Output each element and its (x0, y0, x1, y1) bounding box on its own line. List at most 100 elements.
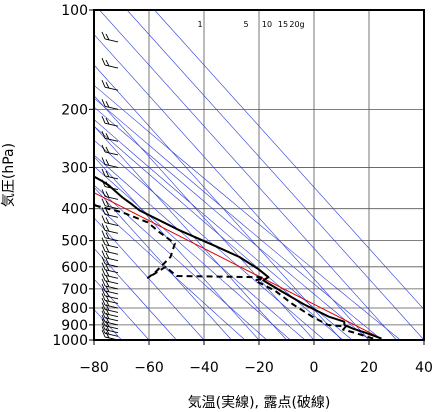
mixing-ratio-line (94, 106, 370, 340)
wind-barb (104, 280, 119, 285)
wind-barb-flag (101, 179, 106, 187)
mixing-ratio-line (94, 84, 401, 340)
mixing-ratio-label: 10 (262, 20, 272, 29)
wind-barb-flag (105, 181, 110, 188)
wind-barb-flag (101, 144, 106, 153)
wind-barb (104, 250, 119, 255)
mixing-ratio-label: 5 (243, 20, 248, 29)
wind-barb (104, 122, 119, 127)
wind-barb-flag (101, 31, 106, 40)
wind-barb (104, 205, 119, 210)
wind-barb (104, 244, 119, 249)
wind-barb-flag (101, 244, 106, 252)
y-tick-label: 400 (61, 202, 88, 218)
wind-barb-flag (101, 57, 106, 66)
wind-barb (104, 317, 119, 322)
wind-barb-flag (105, 290, 110, 297)
isotherm-line (154, 10, 424, 310)
mixing-ratio-line (94, 97, 383, 340)
wind-barb-flag (101, 278, 106, 287)
grid-layer (94, 10, 424, 340)
wind-barb (104, 329, 119, 334)
y-tick-label: 500 (61, 234, 88, 250)
y-axis-title: 気圧(hPa) (1, 143, 17, 207)
mixing-ratio-label-layer: 1 5 10 15 20g (197, 20, 304, 29)
wind-barb-flag (101, 273, 106, 281)
wind-barb-flag (101, 116, 106, 124)
y-tick-label: 200 (61, 102, 88, 118)
wind-barb-flag (106, 2, 109, 8)
wind-barb (104, 300, 119, 304)
wind-barb-flag (105, 264, 110, 271)
mixing-ratio-layer (94, 84, 401, 340)
wind-barb-flag (101, 310, 106, 319)
wind-barb (104, 285, 119, 290)
wind-barb-flag (105, 118, 110, 125)
wind-barb-flag (105, 209, 110, 216)
wind-barb (104, 269, 119, 274)
wind-barb-flag (101, 314, 106, 323)
y-tick-label: 300 (61, 160, 88, 176)
wind-barb (104, 64, 119, 69)
wind-barb (104, 290, 119, 295)
wind-barb-flag (105, 252, 110, 259)
wind-barb-flag (101, 288, 106, 296)
y-tick-label: 700 (61, 282, 88, 298)
wind-barb-flag (101, 157, 106, 165)
y-tick-label: 800 (61, 301, 88, 317)
wind-barb-layer (101, 0, 119, 340)
x-tick-label: −60 (134, 360, 164, 376)
x-tick-label: 40 (415, 360, 433, 376)
isotherm-line (99, 10, 397, 340)
x-axis-title: 気温(実線), 露点(破線) (188, 395, 331, 411)
wind-barb (104, 313, 119, 318)
isotherm-line (94, 186, 232, 340)
wind-barb-flag (101, 322, 106, 330)
wind-barb-flag (105, 59, 110, 67)
wind-barb-flag (105, 225, 110, 232)
isotherm-line (94, 64, 342, 340)
wind-barb-flag (105, 331, 110, 339)
wind-barb-flag (101, 215, 106, 223)
wind-barb-flag (101, 306, 106, 314)
wind-barb-flag (105, 170, 110, 178)
isotherm-line (94, 156, 260, 340)
wind-barb-flag (105, 328, 110, 335)
wind-barb-flag (101, 256, 106, 264)
dewpoint-profile (94, 204, 374, 340)
wind-barb-flag (101, 237, 106, 245)
wind-barb-flag (101, 283, 106, 292)
wind-barb (104, 304, 119, 309)
mixing-ratio-label: 15 (278, 20, 288, 29)
wind-barb (104, 195, 119, 200)
wind-barb-flag (105, 82, 110, 89)
wind-barb-flag (102, 0, 105, 7)
mixing-ratio-label: 20g (289, 20, 304, 29)
wind-barb (104, 175, 119, 180)
mixing-ratio-line (94, 119, 353, 340)
series-layer (94, 175, 382, 340)
wind-barb-flag (101, 131, 106, 139)
wind-barb-flag (105, 191, 110, 198)
wind-barb-flag (101, 326, 106, 334)
wind-barb-flag (101, 99, 106, 107)
wind-barb-flag (101, 198, 106, 206)
wind-barb-flag (101, 302, 106, 310)
wind-barb-flag (105, 133, 110, 140)
wind-barb (104, 105, 119, 110)
wind-barb (104, 151, 119, 156)
wind-barb (104, 38, 119, 43)
isotherm-line (94, 247, 177, 340)
mixing-ratio-line (94, 139, 325, 340)
wind-barb-flag (105, 101, 110, 108)
wind-barb-flag (101, 262, 106, 270)
mixing-ratio-line (94, 165, 291, 340)
wind-barb-flag (101, 168, 106, 177)
wind-barb-flag (105, 200, 110, 207)
wind-barb-flag (105, 232, 110, 239)
mixing-ratio-line (94, 202, 246, 340)
wind-barb-flag (101, 207, 106, 215)
isotherm-line (94, 33, 370, 340)
wind-barb (104, 325, 119, 330)
